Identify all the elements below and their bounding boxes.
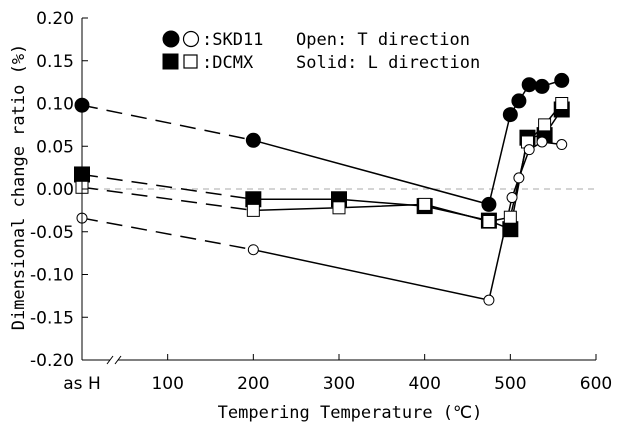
- filled-circle-point: [511, 93, 527, 109]
- open-circle-point: [506, 192, 518, 204]
- open-square-point: [482, 214, 496, 228]
- y-tick-label: 0.15: [36, 52, 74, 72]
- axes: 0.20 0.15 0.10 0.05 0.00 -0.05 -0.10 -0.15 -0.20…: [30, 9, 612, 394]
- legend-label: :SKD11: [202, 30, 263, 50]
- filled-circle-point: [245, 132, 261, 148]
- x-tick-label: 500: [494, 374, 526, 394]
- legend-label: :DCMX: [202, 53, 254, 73]
- axis-break-mark: [114, 355, 122, 365]
- filled-circle-point: [534, 78, 550, 94]
- filled-circle-point: [481, 196, 497, 212]
- y-axis-title: Dimensional change ratio (%): [9, 44, 29, 331]
- legend-note: Open: T direction: [296, 30, 470, 50]
- series-line-segment: [81, 217, 254, 251]
- legend-filled-circle: [162, 30, 180, 48]
- filled-circle-point: [554, 72, 570, 88]
- y-tick-label: -0.10: [30, 266, 74, 286]
- x-tick-label: 400: [408, 374, 440, 394]
- open-square-point: [503, 210, 517, 224]
- axis-break-mark: [106, 355, 114, 365]
- x-tick-label: 100: [151, 374, 183, 394]
- filled-circle-point: [502, 107, 518, 123]
- open-circle-point: [513, 172, 525, 184]
- open-square-point: [418, 197, 432, 211]
- open-square-point: [332, 201, 346, 215]
- open-circle-point: [536, 136, 548, 148]
- y-tick-label: -0.20: [30, 351, 74, 371]
- legend-open-circle: [182, 30, 200, 48]
- series-layer: [74, 72, 570, 306]
- filled-circle-point: [521, 77, 537, 93]
- x-tick-label: 200: [237, 374, 269, 394]
- y-tick-label: -0.15: [30, 308, 74, 328]
- series-line-segment: [81, 186, 254, 212]
- open-circle-point: [247, 244, 259, 256]
- legend-filled-square: [162, 53, 179, 70]
- x-tick-label: as H: [63, 374, 100, 394]
- filled-square-point: [502, 221, 519, 238]
- y-tick-label: 0.10: [36, 95, 74, 115]
- series-line-segment: [81, 173, 254, 201]
- open-circle-point: [523, 144, 535, 156]
- legend-open-square: [183, 54, 198, 69]
- legend: :SKD11 :DCMX Open: T direction Solid: L dir…: [162, 30, 480, 73]
- open-square-point: [555, 97, 569, 110]
- x-tick-label: 600: [580, 374, 612, 394]
- x-axis-title: Tempering Temperature (℃): [218, 403, 483, 423]
- legend-note: Solid: L direction: [296, 53, 480, 73]
- series-line-segment: [81, 104, 254, 141]
- y-tick-label: 0.00: [36, 180, 74, 200]
- open-circle-point: [556, 139, 568, 151]
- y-tick-label: 0.05: [36, 137, 74, 157]
- y-tick-label: 0.20: [36, 9, 74, 29]
- x-tick-label: 300: [323, 374, 355, 394]
- open-circle-point: [483, 294, 495, 306]
- open-square-point: [246, 203, 260, 217]
- open-square-point: [538, 118, 552, 132]
- y-tick-label: -0.05: [30, 223, 74, 243]
- axis-break-gap: [110, 357, 118, 363]
